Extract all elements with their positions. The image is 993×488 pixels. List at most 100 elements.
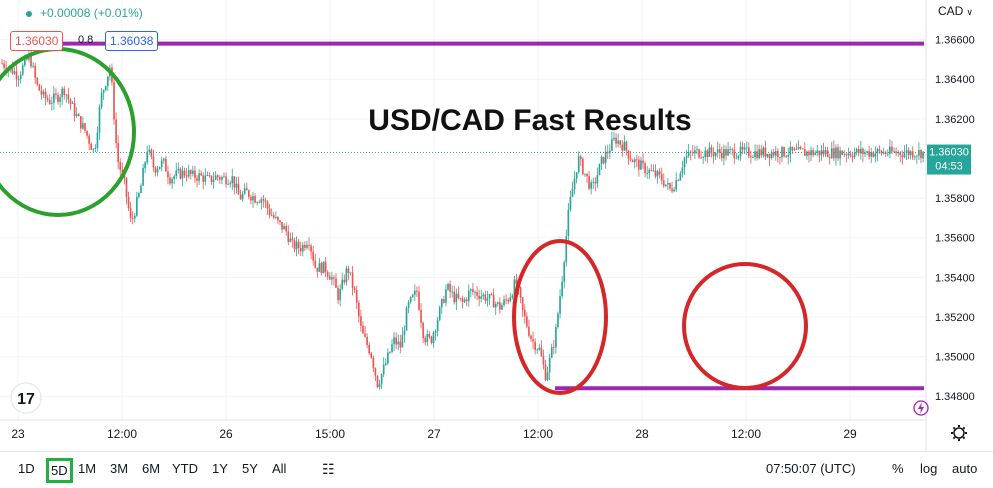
candle-body	[820, 150, 823, 156]
candle-body	[395, 337, 397, 345]
candle-body	[192, 170, 194, 174]
candle-body	[721, 152, 723, 159]
candle-body	[440, 299, 443, 308]
auto-toggle[interactable]: auto	[952, 461, 978, 476]
candle-body	[903, 153, 906, 158]
x-tick-label: 12:00	[731, 427, 761, 441]
candle-body	[538, 347, 541, 350]
candle-body	[3, 63, 5, 68]
bid-price-button[interactable]: 1.36030	[10, 31, 64, 51]
candle-body	[80, 116, 82, 129]
log-toggle[interactable]: log	[920, 461, 938, 476]
candle-body	[801, 148, 804, 150]
candle-body	[559, 296, 561, 314]
candle-body	[48, 100, 51, 104]
timeframe-1d[interactable]: 1D	[18, 461, 35, 476]
candle-body	[243, 188, 246, 194]
candle-body	[1, 63, 3, 65]
candle-body	[422, 322, 424, 339]
candle-body	[901, 155, 904, 158]
candle-body	[295, 241, 298, 250]
lightning-icon[interactable]	[913, 400, 929, 416]
timeframe-all[interactable]: All	[272, 461, 287, 476]
candle-body	[467, 290, 470, 302]
timeframe-5y[interactable]: 5Y	[242, 461, 258, 476]
candle-body	[718, 149, 721, 153]
candle-body	[210, 175, 213, 183]
timeframe-6m[interactable]: 6M	[142, 461, 161, 476]
candle-body	[177, 168, 180, 171]
percent-toggle[interactable]: %	[892, 461, 904, 476]
candle-body	[391, 344, 393, 352]
candle-body	[598, 163, 601, 176]
y-tick-label: 1.35000	[935, 352, 975, 364]
candle-body	[289, 238, 292, 242]
candle-body	[279, 220, 281, 223]
candle-body	[42, 91, 45, 95]
candle-body	[335, 278, 337, 288]
candle-body	[507, 299, 510, 302]
candle-body	[405, 307, 408, 331]
candles-group	[1, 46, 924, 390]
candle-body	[299, 248, 302, 252]
timeframe-ytd[interactable]: YTD	[172, 461, 198, 476]
candle-body	[150, 149, 153, 157]
candle-body	[656, 171, 659, 177]
candle-body	[102, 90, 105, 93]
candle-body	[768, 153, 771, 159]
candle-body	[127, 196, 130, 208]
candle-body	[320, 263, 323, 274]
candle-body	[457, 293, 460, 299]
tradingview-logo-icon[interactable]: 17	[10, 382, 42, 414]
candle-body	[306, 244, 308, 248]
candle-body	[430, 336, 433, 343]
ask-price-button[interactable]: 1.36038	[105, 31, 159, 51]
candle-body	[727, 149, 729, 156]
candle-body	[916, 155, 918, 157]
candle-body	[281, 222, 283, 230]
candle-body	[357, 302, 360, 317]
timeframe-3m[interactable]: 3M	[110, 461, 129, 476]
candle-body	[575, 172, 578, 179]
candle-body	[30, 53, 32, 67]
candle-body	[577, 156, 580, 173]
candle-body	[542, 356, 545, 365]
candle-body	[571, 189, 574, 197]
date-range-icon[interactable]: ☷	[322, 461, 335, 477]
candle-body	[567, 209, 570, 237]
candle-body	[683, 158, 686, 168]
gear-icon[interactable]	[951, 425, 967, 441]
candle-body	[136, 196, 138, 216]
x-tick-label: 26	[219, 427, 233, 441]
y-tick-label: 1.35800	[935, 193, 975, 205]
clock-time[interactable]: 07:50:07 (UTC)	[766, 461, 856, 476]
candle-body	[258, 202, 261, 204]
timeframe-1m[interactable]: 1M	[78, 461, 97, 476]
candle-body	[660, 174, 663, 181]
candle-body	[818, 150, 821, 156]
candle-body	[353, 287, 356, 291]
candle-body	[117, 142, 120, 163]
candle-body	[378, 384, 381, 388]
candle-body	[588, 176, 590, 189]
candle-body	[552, 347, 555, 348]
timeframe-5d[interactable]: 5D	[46, 458, 73, 483]
candle-body	[218, 177, 221, 180]
candle-body	[646, 173, 648, 174]
candle-body	[702, 157, 705, 158]
candle-body	[19, 74, 22, 79]
currency-selector[interactable]: CAD ∨	[938, 4, 973, 18]
timeframe-1y[interactable]: 1Y	[212, 461, 228, 476]
candle-body	[98, 107, 101, 133]
candle-body	[455, 293, 458, 303]
candle-body	[349, 272, 352, 274]
candle-body	[532, 339, 534, 342]
candle-body	[677, 180, 680, 181]
candle-body	[341, 279, 344, 289]
candle-body	[77, 114, 80, 117]
candle-body	[913, 156, 916, 158]
candle-body	[239, 194, 242, 200]
candle-body	[167, 171, 169, 178]
candle-body	[104, 86, 107, 91]
